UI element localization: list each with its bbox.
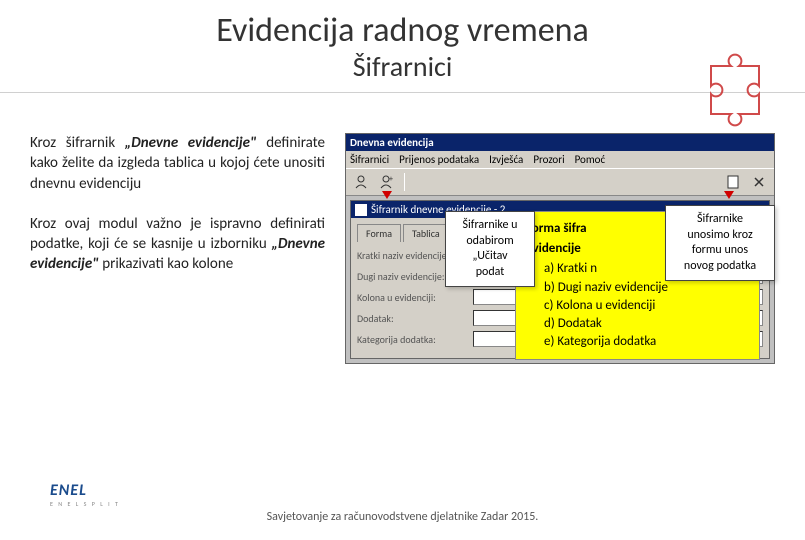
tool-close-icon[interactable] <box>748 172 770 192</box>
tab-forma[interactable]: Forma <box>357 224 401 242</box>
window-icon <box>355 204 367 216</box>
menu-item[interactable]: Prijenos podataka <box>399 153 479 166</box>
list-item: c) Kolona u evidenciji <box>526 297 749 315</box>
menubar: Šifrarnici Prijenos podataka Izvješća Pr… <box>346 151 774 168</box>
label-kolona: Kolona u evidenciji: <box>357 291 467 304</box>
page-title: Evidencija radnog vremena <box>0 10 805 51</box>
tool-page-icon[interactable] <box>722 172 744 192</box>
tab-tablica[interactable]: Tablica <box>403 224 449 242</box>
logo-subtext: E N E L S P L I T <box>50 500 120 508</box>
menu-item[interactable]: Pomoć <box>575 153 606 166</box>
tool-user-icon[interactable] <box>350 172 372 192</box>
toolbar: + <box>346 168 774 196</box>
menu-item[interactable]: Šifrarnici <box>350 153 389 166</box>
footer-text: Savjetovanje za računovodstvene djelatni… <box>0 510 805 524</box>
tool-user-add-icon[interactable]: + <box>376 172 398 192</box>
toolbar-separator <box>404 173 405 191</box>
puzzle-icon <box>695 50 775 130</box>
red-arrow-icon <box>382 191 392 199</box>
description-column: Kroz šifrarnik „Dnevne evidencije" defin… <box>30 133 325 364</box>
logo: ENEL <box>50 481 87 500</box>
callout-white-left: Šifrarnike u odabirom „Učitav podat <box>445 211 535 287</box>
callout-white-right: Šifrarnike unosimo kroz formu unos novog… <box>665 205 775 281</box>
svg-text:+: + <box>389 175 393 184</box>
paragraph-1: Kroz šifrarnik „Dnevne evidencije" defin… <box>30 133 325 194</box>
list-item: e) Kategorija dodatka <box>526 333 749 351</box>
list-item: d) Dodatak <box>526 315 749 333</box>
red-arrow-icon <box>724 191 734 199</box>
label-dodatak: Dodatak: <box>357 312 467 325</box>
menu-item[interactable]: Prozori <box>533 153 564 166</box>
screenshot-column: Dnevna evidencija Šifrarnici Prijenos po… <box>345 133 775 364</box>
label-kat: Kategorija dodatka: <box>357 333 467 346</box>
menu-item[interactable]: Izvješća <box>489 153 523 166</box>
page-subtitle: Šifrarnici <box>0 49 805 84</box>
window-titlebar: Dnevna evidencija <box>346 134 774 151</box>
paragraph-2: Kroz ovaj modul važno je ispravno defini… <box>30 214 325 275</box>
